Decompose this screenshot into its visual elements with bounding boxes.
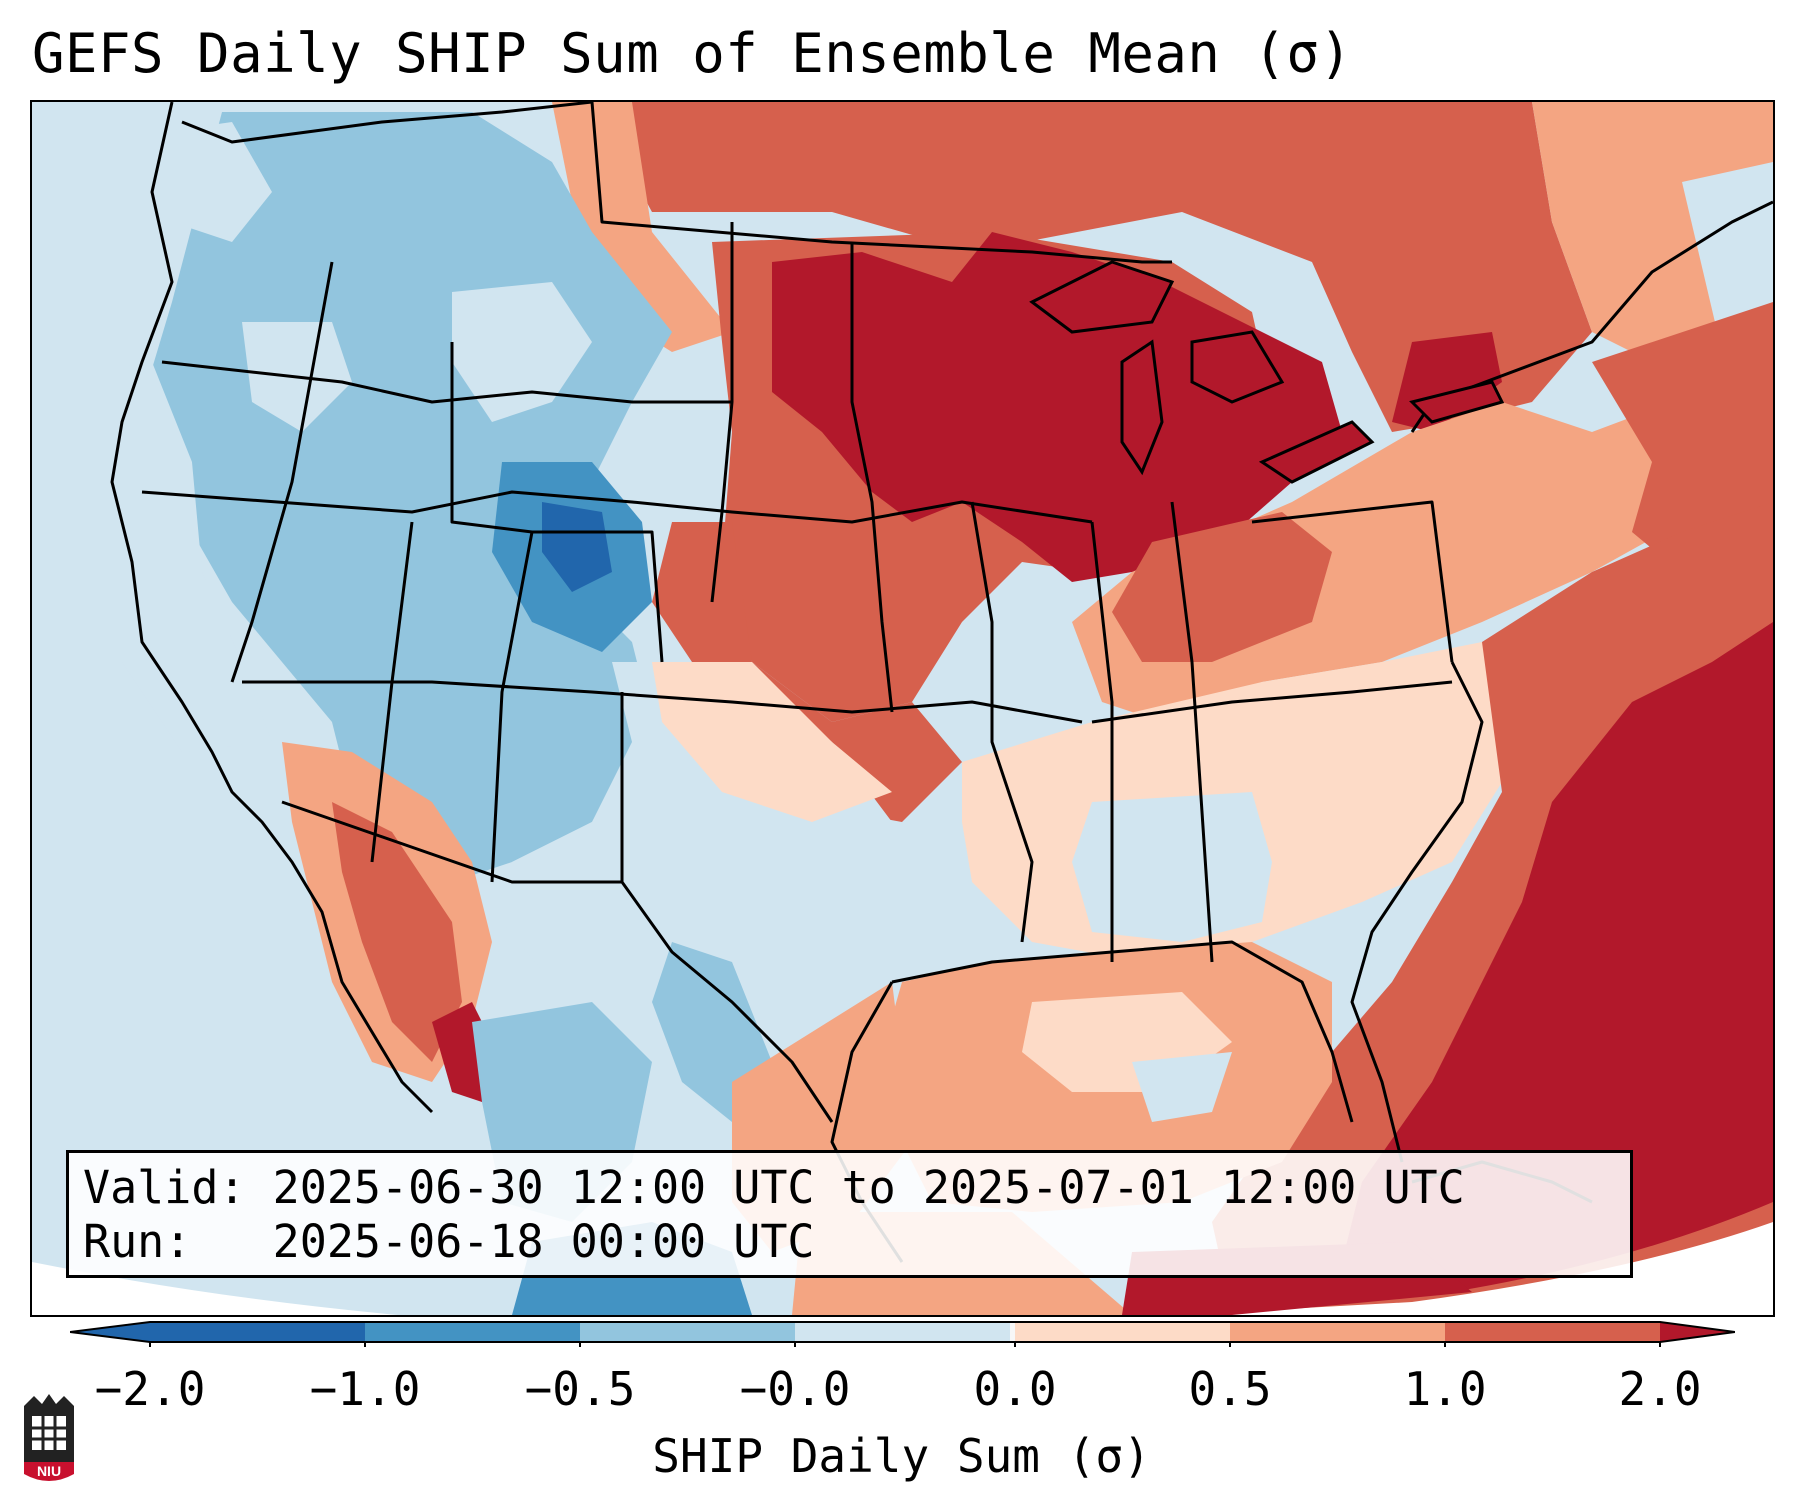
- anomaly-region-canada-positive: [592, 102, 1592, 432]
- state-line-central-2: [242, 680, 1083, 724]
- colorbar-tick-label: 0.5: [1188, 1362, 1272, 1416]
- colorbar-tick-label: −0.5: [524, 1362, 636, 1416]
- colorbar-ticks: [149, 1342, 1661, 1347]
- canada-border-central: [590, 102, 1172, 264]
- anomaly-region-washington-light: [162, 122, 272, 242]
- valid-label: Valid:: [83, 1161, 246, 1214]
- lake-michigan: [1120, 339, 1164, 476]
- valid-row: Valid: 2025-06-30 12:00 UTC to 2025-07-0…: [83, 1161, 1616, 1215]
- colorbar-segment-4: [1015, 1322, 1230, 1342]
- anomaly-region-sonora: [332, 802, 462, 1062]
- atlantic-coastline: [1350, 661, 1484, 1163]
- chart-title: GEFS Daily SHIP Sum of Ensemble Mean (σ): [32, 22, 1353, 85]
- colorbar-segment-1: [365, 1322, 580, 1342]
- rio-grande: [620, 881, 834, 1123]
- anomaly-region-gulf-pocket: [1132, 1052, 1232, 1122]
- colorbar-tick-label: −0.0: [739, 1362, 851, 1416]
- gulf-coastline: [891, 940, 1354, 1123]
- colorbar-tick-label: −1.0: [309, 1362, 421, 1416]
- anomaly-map: [32, 102, 1773, 1315]
- anomaly-region-upper-midwest: [772, 232, 1342, 582]
- colorbar: [70, 1321, 1735, 1347]
- anomaly-region-deep-south: [1072, 792, 1272, 942]
- state-line-central-1: [141, 490, 1093, 524]
- pennsylvania-lines: [1251, 500, 1454, 663]
- anomaly-region-colorado-core: [542, 502, 612, 592]
- dakotas-line: [710, 222, 734, 603]
- colorbar-segment-5: [1230, 1322, 1445, 1342]
- canada-border-west: [181, 102, 593, 144]
- colorbar-tick-label: −2.0: [94, 1362, 206, 1416]
- colorbar-segment-6: [1445, 1322, 1660, 1342]
- colorbar-segment-3: [795, 1322, 1010, 1342]
- anomaly-region-ohio-valley-core: [1112, 512, 1332, 662]
- kentucky-tennessee-line: [1091, 680, 1453, 724]
- colorbar-label: SHIP Daily Sum (σ): [652, 1429, 1151, 1483]
- mississippi-river: [970, 501, 1034, 943]
- indiana-alabama-line: [1090, 521, 1114, 962]
- great-lakes-outlines: [1029, 260, 1505, 484]
- anomaly-region-california: [92, 362, 272, 752]
- state-line-southwest: [281, 800, 622, 884]
- logo-text: NIU: [37, 1463, 61, 1479]
- map-panel[interactable]: [30, 100, 1775, 1317]
- valid-value: 2025-06-30 12:00 UTC to 2025-07-01 12:00…: [272, 1161, 1465, 1214]
- lake-ontario-shape: [1409, 380, 1505, 424]
- map-edge-whitespace: [32, 1222, 1773, 1315]
- anomaly-region-atlantic-core: [1332, 622, 1773, 1302]
- lake-huron: [1190, 330, 1285, 404]
- anomaly-region-kansas-oklahoma: [652, 522, 962, 822]
- ohio-georgia-line: [1170, 501, 1214, 963]
- colorado-nm-line: [490, 531, 534, 883]
- colorbar-extend-max: [1660, 1322, 1735, 1342]
- colorbar-segment-mid: [1010, 1322, 1015, 1342]
- colorbar-tick-label: 2.0: [1618, 1362, 1702, 1416]
- minnesota-iowa-line: [850, 242, 894, 713]
- idaho-nevada-line: [230, 261, 334, 683]
- pacific-coastline: [110, 102, 434, 1114]
- run-label: Run:: [83, 1215, 192, 1268]
- colorbar-tick-label: 0.0: [973, 1362, 1057, 1416]
- lake-superior: [1029, 260, 1175, 334]
- run-value: 2025-06-18 00:00 UTC: [272, 1215, 815, 1268]
- state-borders: [110, 102, 1773, 1263]
- lake-erie: [1258, 420, 1375, 484]
- utah-arizona-line: [370, 521, 414, 863]
- run-row: Run: 2025-06-18 00:00 UTC: [83, 1215, 1616, 1269]
- colorbar-extend-min: [70, 1322, 150, 1342]
- colorbar-tick-label: 1.0: [1403, 1362, 1487, 1416]
- anomaly-region-wyoming-light: [452, 282, 592, 422]
- niu-logo-icon: NIU: [24, 1394, 74, 1481]
- validity-info-box: Valid: 2025-06-30 12:00 UTC to 2025-07-0…: [66, 1150, 1633, 1278]
- colorbar-segment-2: [580, 1322, 795, 1342]
- colorbar-segment-0: [150, 1322, 365, 1342]
